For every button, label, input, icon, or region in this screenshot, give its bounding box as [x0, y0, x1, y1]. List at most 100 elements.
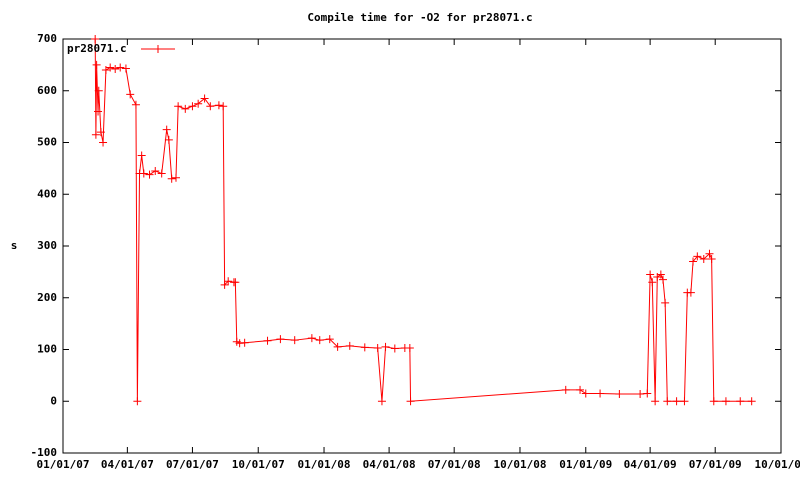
point-marker: [96, 128, 105, 137]
x-tick-label: 10/01/08: [493, 458, 546, 471]
point-marker: [561, 385, 570, 394]
point-marker: [390, 344, 399, 353]
x-tick-label: 04/01/08: [363, 458, 416, 471]
x-tick-label: 01/01/09: [559, 458, 612, 471]
series-line: [94, 38, 752, 402]
point-marker: [164, 135, 173, 144]
point-marker: [240, 338, 249, 347]
x-tick-label: 04/01/09: [624, 458, 677, 471]
point-marker: [661, 298, 670, 307]
legend-label: pr28071.c: [67, 42, 127, 55]
point-marker: [231, 278, 240, 287]
x-tick-label: 01/01/07: [37, 458, 90, 471]
point-marker: [126, 90, 135, 99]
x-tick-label: 01/01/08: [298, 458, 351, 471]
point-marker: [643, 389, 652, 398]
point-marker: [315, 336, 324, 345]
point-marker: [188, 102, 197, 111]
point-marker: [263, 336, 272, 345]
point-marker: [139, 169, 148, 178]
point-marker: [94, 107, 103, 116]
x-tick-label: 07/01/08: [428, 458, 481, 471]
point-marker: [648, 278, 657, 287]
point-marker: [345, 341, 354, 350]
point-marker: [307, 334, 316, 343]
point-marker: [707, 254, 716, 263]
point-marker: [651, 397, 660, 406]
point-marker: [220, 280, 229, 289]
y-tick-label: 0: [50, 394, 57, 407]
point-marker: [360, 343, 369, 352]
x-tick-label: 07/01/07: [166, 458, 219, 471]
point-marker: [91, 130, 100, 139]
point-marker: [581, 389, 590, 398]
point-marker: [693, 252, 702, 261]
point-marker: [709, 397, 718, 406]
point-marker: [219, 102, 228, 111]
point-marker: [576, 385, 585, 394]
point-marker: [381, 342, 390, 351]
point-marker: [615, 390, 624, 399]
point-marker: [200, 94, 209, 103]
point-marker: [699, 254, 708, 263]
point-marker: [705, 249, 714, 258]
y-tick-label: 400: [37, 187, 57, 200]
point-marker: [373, 343, 382, 352]
point-marker: [680, 397, 689, 406]
point-marker: [92, 60, 101, 69]
y-axis-label: s: [11, 239, 18, 252]
y-tick-label: 100: [37, 343, 57, 356]
point-marker: [224, 277, 233, 286]
point-marker: [174, 102, 183, 111]
point-marker: [406, 397, 415, 406]
point-marker: [171, 173, 180, 182]
point-marker: [276, 335, 285, 344]
point-marker: [290, 336, 299, 345]
point-marker: [636, 390, 645, 399]
point-marker: [137, 151, 146, 160]
point-marker: [747, 397, 756, 406]
point-marker: [214, 101, 223, 110]
point-marker: [157, 169, 166, 178]
y-tick-label: -100: [31, 446, 58, 459]
y-tick-label: 500: [37, 136, 57, 149]
x-tick-label: 10/01/09: [755, 458, 800, 471]
point-marker: [206, 102, 215, 111]
point-marker: [94, 86, 103, 95]
point-marker: [167, 174, 176, 183]
point-marker: [325, 335, 334, 344]
point-marker: [596, 389, 605, 398]
point-marker: [116, 63, 125, 72]
point-marker: [377, 397, 386, 406]
point-marker: [133, 397, 142, 406]
y-tick-label: 600: [37, 84, 57, 97]
point-marker: [121, 64, 130, 73]
point-marker: [101, 66, 110, 75]
point-marker: [663, 397, 672, 406]
point-marker: [162, 125, 171, 134]
point-marker: [686, 288, 695, 297]
y-tick-label: 300: [37, 239, 57, 252]
x-tick-label: 04/01/07: [101, 458, 154, 471]
point-marker: [656, 270, 665, 279]
point-marker: [235, 339, 244, 348]
point-marker: [194, 99, 203, 108]
point-marker: [736, 397, 745, 406]
point-marker: [151, 166, 160, 175]
point-marker: [106, 63, 115, 72]
point-marker: [689, 257, 698, 266]
point-marker: [145, 170, 154, 179]
point-marker: [646, 270, 655, 279]
plot-frame: [62, 38, 782, 454]
point-marker: [721, 397, 730, 406]
point-marker: [181, 104, 190, 113]
x-tick-label: 10/01/07: [232, 458, 285, 471]
y-tick-label: 200: [37, 291, 57, 304]
point-marker: [131, 100, 140, 109]
legend-marker: [154, 45, 162, 53]
point-marker: [659, 275, 668, 284]
point-marker: [91, 35, 100, 43]
point-marker: [111, 65, 120, 74]
y-tick-label: 700: [37, 32, 57, 45]
